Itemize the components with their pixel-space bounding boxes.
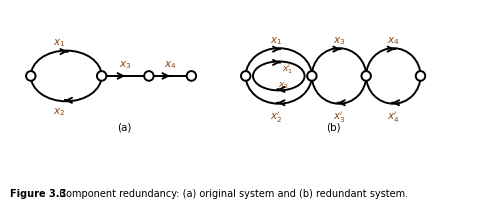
Text: (b): (b) (326, 122, 340, 132)
Circle shape (362, 72, 371, 81)
Text: $x_1$: $x_1$ (53, 37, 66, 49)
Text: $x_1'$: $x_1'$ (282, 63, 293, 76)
Circle shape (97, 72, 107, 81)
Circle shape (144, 72, 154, 81)
Text: $x_4'$: $x_4'$ (387, 109, 400, 124)
Text: $x_1$: $x_1$ (270, 35, 282, 47)
Text: $x_2$: $x_2$ (53, 106, 65, 117)
Text: $x_4$: $x_4$ (164, 59, 176, 70)
Text: Figure 3.3: Figure 3.3 (10, 188, 66, 198)
Text: $x_3'$: $x_3'$ (333, 109, 345, 124)
Circle shape (187, 72, 196, 81)
Text: $x_4$: $x_4$ (387, 35, 400, 47)
Text: $x_3$: $x_3$ (119, 59, 132, 70)
Text: $x_2'$: $x_2'$ (270, 109, 282, 124)
Text: (a): (a) (117, 122, 131, 132)
Circle shape (241, 72, 251, 81)
Text: $x_2$: $x_2$ (278, 80, 289, 90)
Circle shape (307, 72, 317, 81)
Text: Component redundancy: (a) original system and (b) redundant system.: Component redundancy: (a) original syste… (50, 188, 408, 198)
Circle shape (416, 72, 425, 81)
Circle shape (26, 72, 36, 81)
Text: $x_3$: $x_3$ (333, 35, 345, 47)
